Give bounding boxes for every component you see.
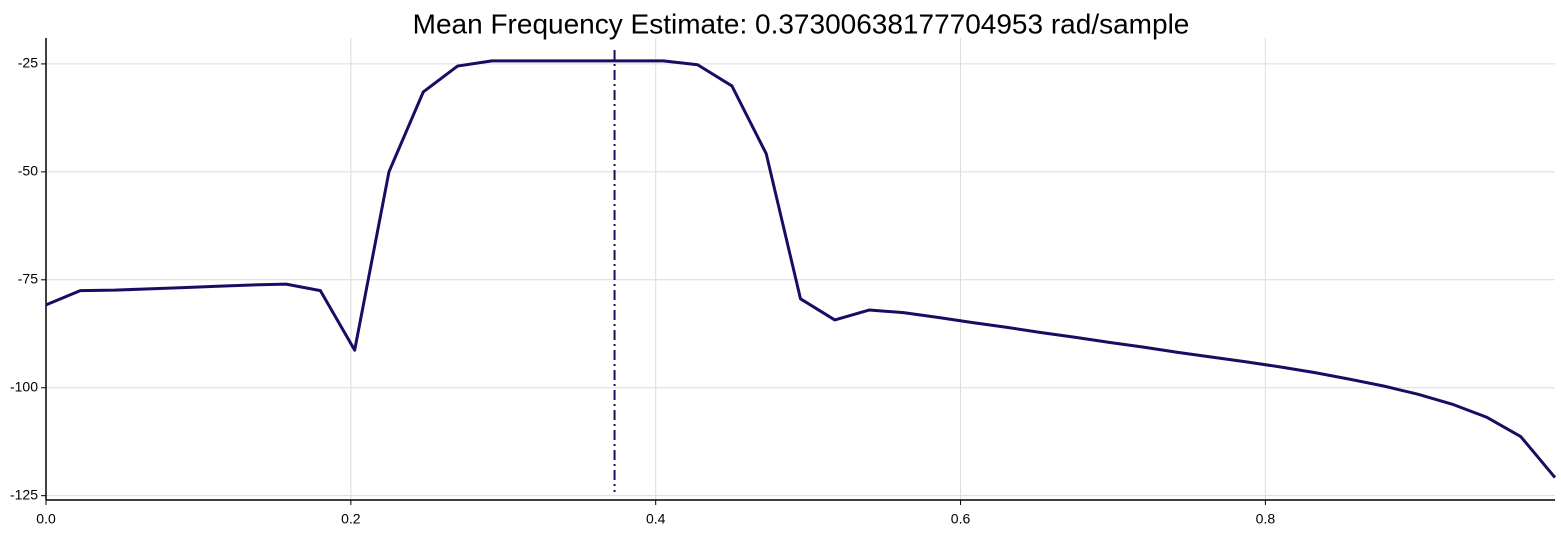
x-tick-label: 0.0 — [36, 511, 56, 527]
y-tick-label: -75 — [18, 270, 38, 286]
data-line — [45, 59, 1557, 479]
x-tick-label: 0.2 — [341, 511, 361, 527]
chart-title: Mean Frequency Estimate: 0.3730063817770… — [413, 8, 1190, 39]
y-tick-label: -25 — [18, 55, 38, 71]
y-tick-label: -125 — [10, 486, 38, 502]
y-tick-label: -50 — [18, 163, 38, 179]
x-tick-label: 0.8 — [1256, 511, 1276, 527]
x-tick-label: 0.6 — [951, 511, 971, 527]
y-tick-label: -100 — [10, 378, 38, 394]
x-tick-label: 0.4 — [646, 511, 666, 527]
